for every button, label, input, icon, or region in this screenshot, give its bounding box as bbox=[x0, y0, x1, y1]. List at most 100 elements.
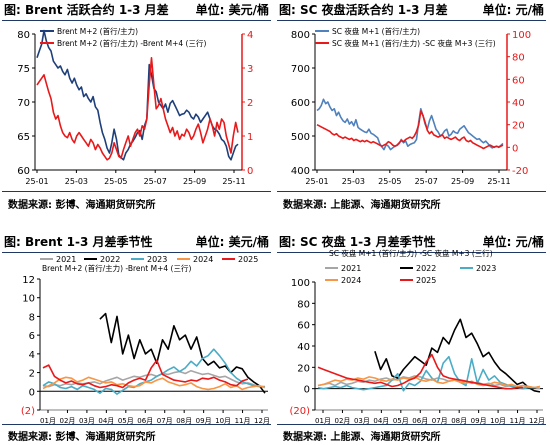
x-tick-label: 03月 bbox=[354, 417, 370, 425]
sc-seasonal-chart: (20) 0 20 40 60 80 100 01月 02月 03月 04月 05月 06月 07月 08月… bbox=[289, 248, 545, 425]
x-tick-label: 09月 bbox=[471, 417, 487, 425]
y-right-tick-label: 4 bbox=[247, 30, 253, 41]
series-line-2022 bbox=[99, 312, 266, 394]
y-tick-label: 0 bbox=[304, 385, 310, 396]
legend-label: 2025 bbox=[416, 276, 436, 285]
legend-title: SC 夜盘 M+1 (首行/主力) -SC 夜盘 M+3 (三行) bbox=[329, 248, 493, 258]
chart-unit: 单位: 美元/桶 bbox=[195, 235, 269, 249]
y-right-tick-label: 1 bbox=[247, 132, 253, 143]
x-tick-label: 02月 bbox=[334, 417, 350, 425]
y-left-tick-label: 500 bbox=[291, 132, 310, 143]
x-tick-label: 25-07 bbox=[144, 177, 167, 186]
footer-rule bbox=[277, 424, 546, 425]
x-tick-label: 07月 bbox=[157, 417, 173, 425]
chart-unit: 单位: 美元/桶 bbox=[195, 3, 269, 17]
legend-label: 2022 bbox=[416, 264, 436, 273]
x-tick-label: 25-05 bbox=[104, 177, 127, 186]
y-tick-label: 80 bbox=[297, 299, 310, 310]
series-line-spread bbox=[36, 57, 239, 161]
y-left-tick-label: 700 bbox=[291, 64, 310, 75]
y-tick-label: 0 bbox=[29, 387, 35, 398]
panel-header: 图: SC 夜盘 1-3 月差季节性 单位: 元/桶 bbox=[279, 232, 546, 252]
x-tick-label: 01月 bbox=[40, 417, 56, 425]
x-tick-label: 06月 bbox=[412, 417, 428, 425]
series-line-2024 bbox=[42, 376, 266, 391]
x-tick-label: 11月 bbox=[510, 417, 526, 425]
y-left-tick-label: 75 bbox=[17, 64, 30, 75]
x-tick-label: 06月 bbox=[137, 417, 153, 425]
header-rule bbox=[277, 252, 546, 253]
header-rule bbox=[2, 252, 271, 253]
y-left-tick-label: 60 bbox=[17, 166, 30, 177]
y-left-tick-label: 65 bbox=[17, 132, 30, 143]
legend-label: Brent M+2 (首行/主力) -Brent M+4 (三行) bbox=[57, 38, 206, 48]
chart-title: 图: SC 夜盘 1-3 月差季节性 bbox=[279, 235, 436, 249]
x-tick-label: 25-11 bbox=[487, 177, 510, 186]
series-line-2023 bbox=[317, 355, 541, 392]
series-line-2025 bbox=[42, 359, 249, 389]
y-left-tick-label: 600 bbox=[291, 98, 310, 109]
source-note: 数据来源: 彭博、海通期货研究所 bbox=[8, 200, 156, 211]
x-tick-label: 10月 bbox=[215, 417, 231, 425]
panel-header: 图: Brent 1-3 月差季节性 单位: 美元/桶 bbox=[4, 232, 271, 252]
series-line-spread bbox=[316, 110, 504, 150]
y-tick-label: 20 bbox=[297, 363, 310, 374]
x-tick-label: 25-01 bbox=[25, 177, 48, 186]
x-tick-label: 10月 bbox=[490, 417, 506, 425]
x-tick-label: 09月 bbox=[196, 417, 212, 425]
x-tick-label: 25-11 bbox=[222, 177, 245, 186]
x-tick-label: 07月 bbox=[432, 417, 448, 425]
y-right-tick-label: 40 bbox=[512, 98, 525, 109]
x-tick-label: 04月 bbox=[98, 417, 114, 425]
header-rule bbox=[2, 20, 271, 21]
x-tick-label: 08月 bbox=[451, 417, 467, 425]
panel-sc-spread: 图: SC 夜盘活跃合约 1-3 月差 单位: 元/桶 400 500 600 700… bbox=[275, 0, 550, 222]
x-tick-label: 01月 bbox=[315, 417, 331, 425]
y-tick-label: (20) bbox=[289, 406, 310, 417]
y-tick-label: 10 bbox=[22, 294, 35, 305]
panel-header: 图: Brent 活跃合约 1-3 月差 单位: 美元/桶 bbox=[4, 0, 271, 20]
x-tick-label: 25-05 bbox=[378, 177, 401, 186]
x-tick-label: 11月 bbox=[235, 417, 251, 425]
legend-title: Brent M+2 (首行/主力) -Brent M+4 (三行) bbox=[42, 263, 191, 273]
legend-label: 2024 bbox=[341, 276, 361, 285]
y-right-tick-label: 20 bbox=[512, 121, 525, 132]
source-note: 数据来源: 彭博、海通期货研究所 bbox=[8, 432, 156, 443]
series-line-2022 bbox=[374, 318, 541, 393]
y-tick-label: 4 bbox=[29, 350, 35, 361]
sc-spread-chart: 400 500 600 700 800 -20 0 20 40 60 80 100 25-01 25-03… bbox=[291, 26, 531, 186]
y-left-tick-label: 70 bbox=[17, 98, 30, 109]
x-tick-label: 03月 bbox=[79, 417, 95, 425]
x-tick-label: 25-09 bbox=[183, 177, 206, 186]
series-line-2023 bbox=[42, 348, 265, 395]
y-left-tick-label: 800 bbox=[291, 30, 310, 41]
x-tick-label: 12月 bbox=[529, 417, 545, 425]
x-tick-label: 25-07 bbox=[415, 177, 438, 186]
legend-label: 2021 bbox=[341, 264, 361, 273]
legend-label: 2023 bbox=[147, 255, 167, 264]
y-right-tick-label: 3 bbox=[247, 64, 253, 75]
series-line-2025 bbox=[317, 353, 523, 390]
y-tick-label: 100 bbox=[291, 278, 310, 289]
y-tick-label: 60 bbox=[297, 321, 310, 332]
legend-label: Brent M+2 (首行/主力) bbox=[57, 26, 138, 36]
series-line-primary bbox=[36, 29, 239, 161]
x-tick-label: 02月 bbox=[59, 417, 75, 425]
chart-title: 图: Brent 1-3 月差季节性 bbox=[4, 235, 153, 249]
footer-rule bbox=[2, 191, 271, 192]
footer-rule bbox=[2, 424, 271, 425]
brent-spread-chart: 60 65 70 75 80 0 1 2 3 4 25-01 25-03 25-05 25-07 25-09… bbox=[17, 26, 253, 186]
x-tick-label: 12月 bbox=[254, 417, 270, 425]
x-tick-label: 05月 bbox=[118, 417, 134, 425]
y-left-tick-label: 80 bbox=[17, 30, 30, 41]
panel-brent-seasonal: 图: Brent 1-3 月差季节性 单位: 美元/桶 (2) 0 2 4 6 8 10 12… bbox=[0, 222, 275, 444]
x-tick-label: 25-09 bbox=[451, 177, 474, 186]
panel-sc-seasonal: 图: SC 夜盘 1-3 月差季节性 单位: 元/桶 (20) 0 20 40 60 80… bbox=[275, 222, 550, 444]
source-note: 数据来源: 上能源、海通期货研究所 bbox=[283, 432, 441, 443]
legend-label: 2022 bbox=[100, 255, 120, 264]
y-right-tick-label: -20 bbox=[512, 166, 528, 177]
y-tick-label: 2 bbox=[29, 369, 35, 380]
y-right-tick-label: 100 bbox=[512, 30, 531, 41]
header-rule bbox=[277, 20, 546, 21]
